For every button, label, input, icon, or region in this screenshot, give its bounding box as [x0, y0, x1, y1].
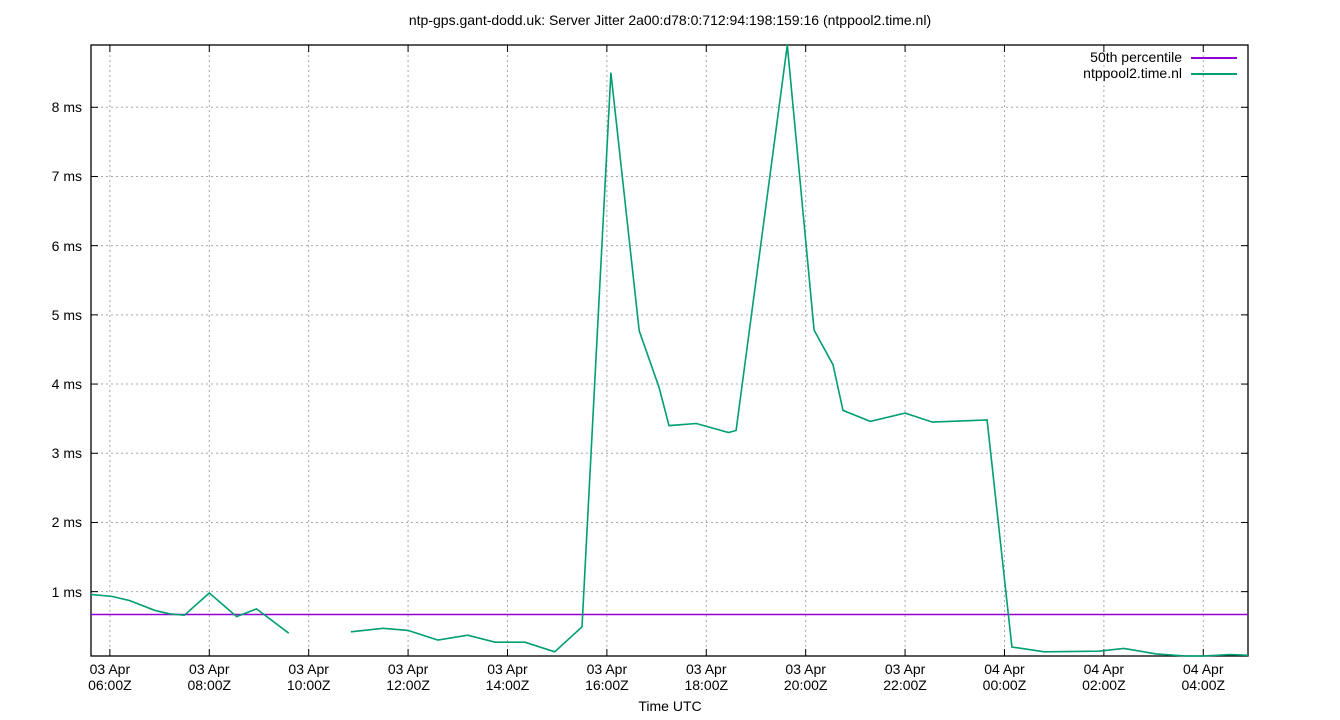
series-line-ntppool2-time-nl	[350, 44, 1249, 657]
x-tick-label-line: 04 Apr	[984, 661, 1025, 677]
y-tick-label: 4 ms	[51, 376, 82, 393]
y-tick-label: 1 ms	[51, 583, 82, 600]
y-tick-label: 6 ms	[51, 237, 82, 254]
x-tick-label: 04 Apr 00:00Z	[956, 661, 1052, 693]
x-tick-label: 04 Apr 02:00Z	[1056, 661, 1152, 693]
x-tick-label: 03 Apr 16:00Z	[559, 661, 655, 693]
x-tick-label-line: 03 Apr	[487, 661, 528, 677]
x-tick-label-line: 03 Apr	[387, 661, 429, 677]
y-tick-label: 3 ms	[51, 445, 82, 462]
x-tick-label-line: 03 Apr	[189, 661, 230, 677]
x-tick-label: 03 Apr 20:00Z	[758, 661, 854, 693]
x-tick-label-line: 02:00Z	[1082, 676, 1126, 693]
y-tick-label: 8 ms	[51, 99, 82, 116]
x-tick-label: 03 Apr 08:00Z	[161, 661, 257, 693]
x-tick-label-line: 08:00Z	[187, 676, 232, 693]
x-tick-label-line: 03 Apr	[884, 661, 926, 677]
y-tick-label: 2 ms	[51, 514, 82, 531]
legend-label-ntppool2: ntppool2.time.nl	[1083, 65, 1182, 81]
y-tick-label: 7 ms	[51, 168, 82, 185]
x-tick-label-line: 18:00Z	[684, 676, 729, 693]
x-tick-label: 03 Apr 10:00Z	[261, 661, 357, 693]
x-tick-label-line: 20:00Z	[783, 676, 828, 693]
x-tick-label-line: 03 Apr	[89, 661, 131, 677]
x-tick-label-line: 22:00Z	[883, 676, 927, 693]
x-tick-label: 03 Apr 06:00Z	[62, 661, 158, 693]
x-tick-label-line: 03 Apr	[785, 661, 826, 677]
legend-row-ntppool2: ntppool2.time.nl	[1083, 66, 1237, 81]
x-tick-label-line: 03 Apr	[586, 661, 628, 677]
y-tick-label: 5 ms	[51, 306, 82, 323]
x-tick-label-line: 00:00Z	[982, 676, 1027, 693]
x-tick-label-line: 04:00Z	[1181, 676, 1226, 693]
legend-line-sample-50th-percentile	[1191, 56, 1237, 59]
chart-title: ntp-gps.gant-dodd.uk: Server Jitter 2a00…	[408, 12, 932, 28]
x-tick-label-line: 04 Apr	[1183, 661, 1224, 677]
x-tick-label-line: 12:00Z	[386, 676, 430, 693]
x-tick-label-line: 03 Apr	[288, 661, 329, 677]
legend-row-50th-percentile: 50th percentile	[1083, 50, 1237, 65]
legend: 50th percentile ntppool2.time.nl	[1083, 50, 1237, 81]
x-tick-label-line: 03 Apr	[686, 661, 727, 677]
x-tick-label: 03 Apr 14:00Z	[459, 661, 555, 693]
legend-label-50th-percentile: 50th percentile	[1090, 49, 1182, 65]
x-tick-label: 03 Apr 22:00Z	[857, 661, 953, 693]
x-tick-label-line: 16:00Z	[585, 676, 629, 693]
x-tick-label: 03 Apr 12:00Z	[360, 661, 456, 693]
x-tick-label-line: 10:00Z	[286, 676, 331, 693]
x-tick-label-line: 04 Apr	[1083, 661, 1125, 677]
legend-line-sample-ntppool2	[1191, 72, 1237, 75]
x-tick-label-line: 14:00Z	[485, 676, 530, 693]
x-axis-label: Time UTC	[638, 698, 702, 714]
x-tick-label-line: 06:00Z	[88, 676, 132, 693]
x-tick-label: 03 Apr 18:00Z	[658, 661, 754, 693]
series-line-ntppool2-time-nl	[90, 591, 290, 634]
plot-border	[90, 44, 1249, 657]
x-tick-label: 04 Apr 04:00Z	[1155, 661, 1251, 693]
